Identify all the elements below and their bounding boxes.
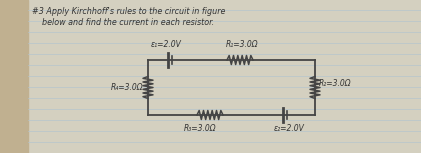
Text: below and find the current in each resistor.: below and find the current in each resis… xyxy=(32,18,214,27)
Text: #3 Apply Kirchhoff's rules to the circuit in figure: #3 Apply Kirchhoff's rules to the circui… xyxy=(32,7,225,16)
Text: R₁=3.0Ω: R₁=3.0Ω xyxy=(226,40,258,49)
Text: R₂=3.0Ω: R₂=3.0Ω xyxy=(319,79,352,88)
Text: R₃=3.0Ω: R₃=3.0Ω xyxy=(184,124,216,133)
Bar xyxy=(0,0,28,153)
Text: R₄=3.0Ω: R₄=3.0Ω xyxy=(110,83,143,92)
Text: ε₁=2.0V: ε₁=2.0V xyxy=(151,40,181,49)
Text: ε₂=2.0V: ε₂=2.0V xyxy=(274,124,304,133)
